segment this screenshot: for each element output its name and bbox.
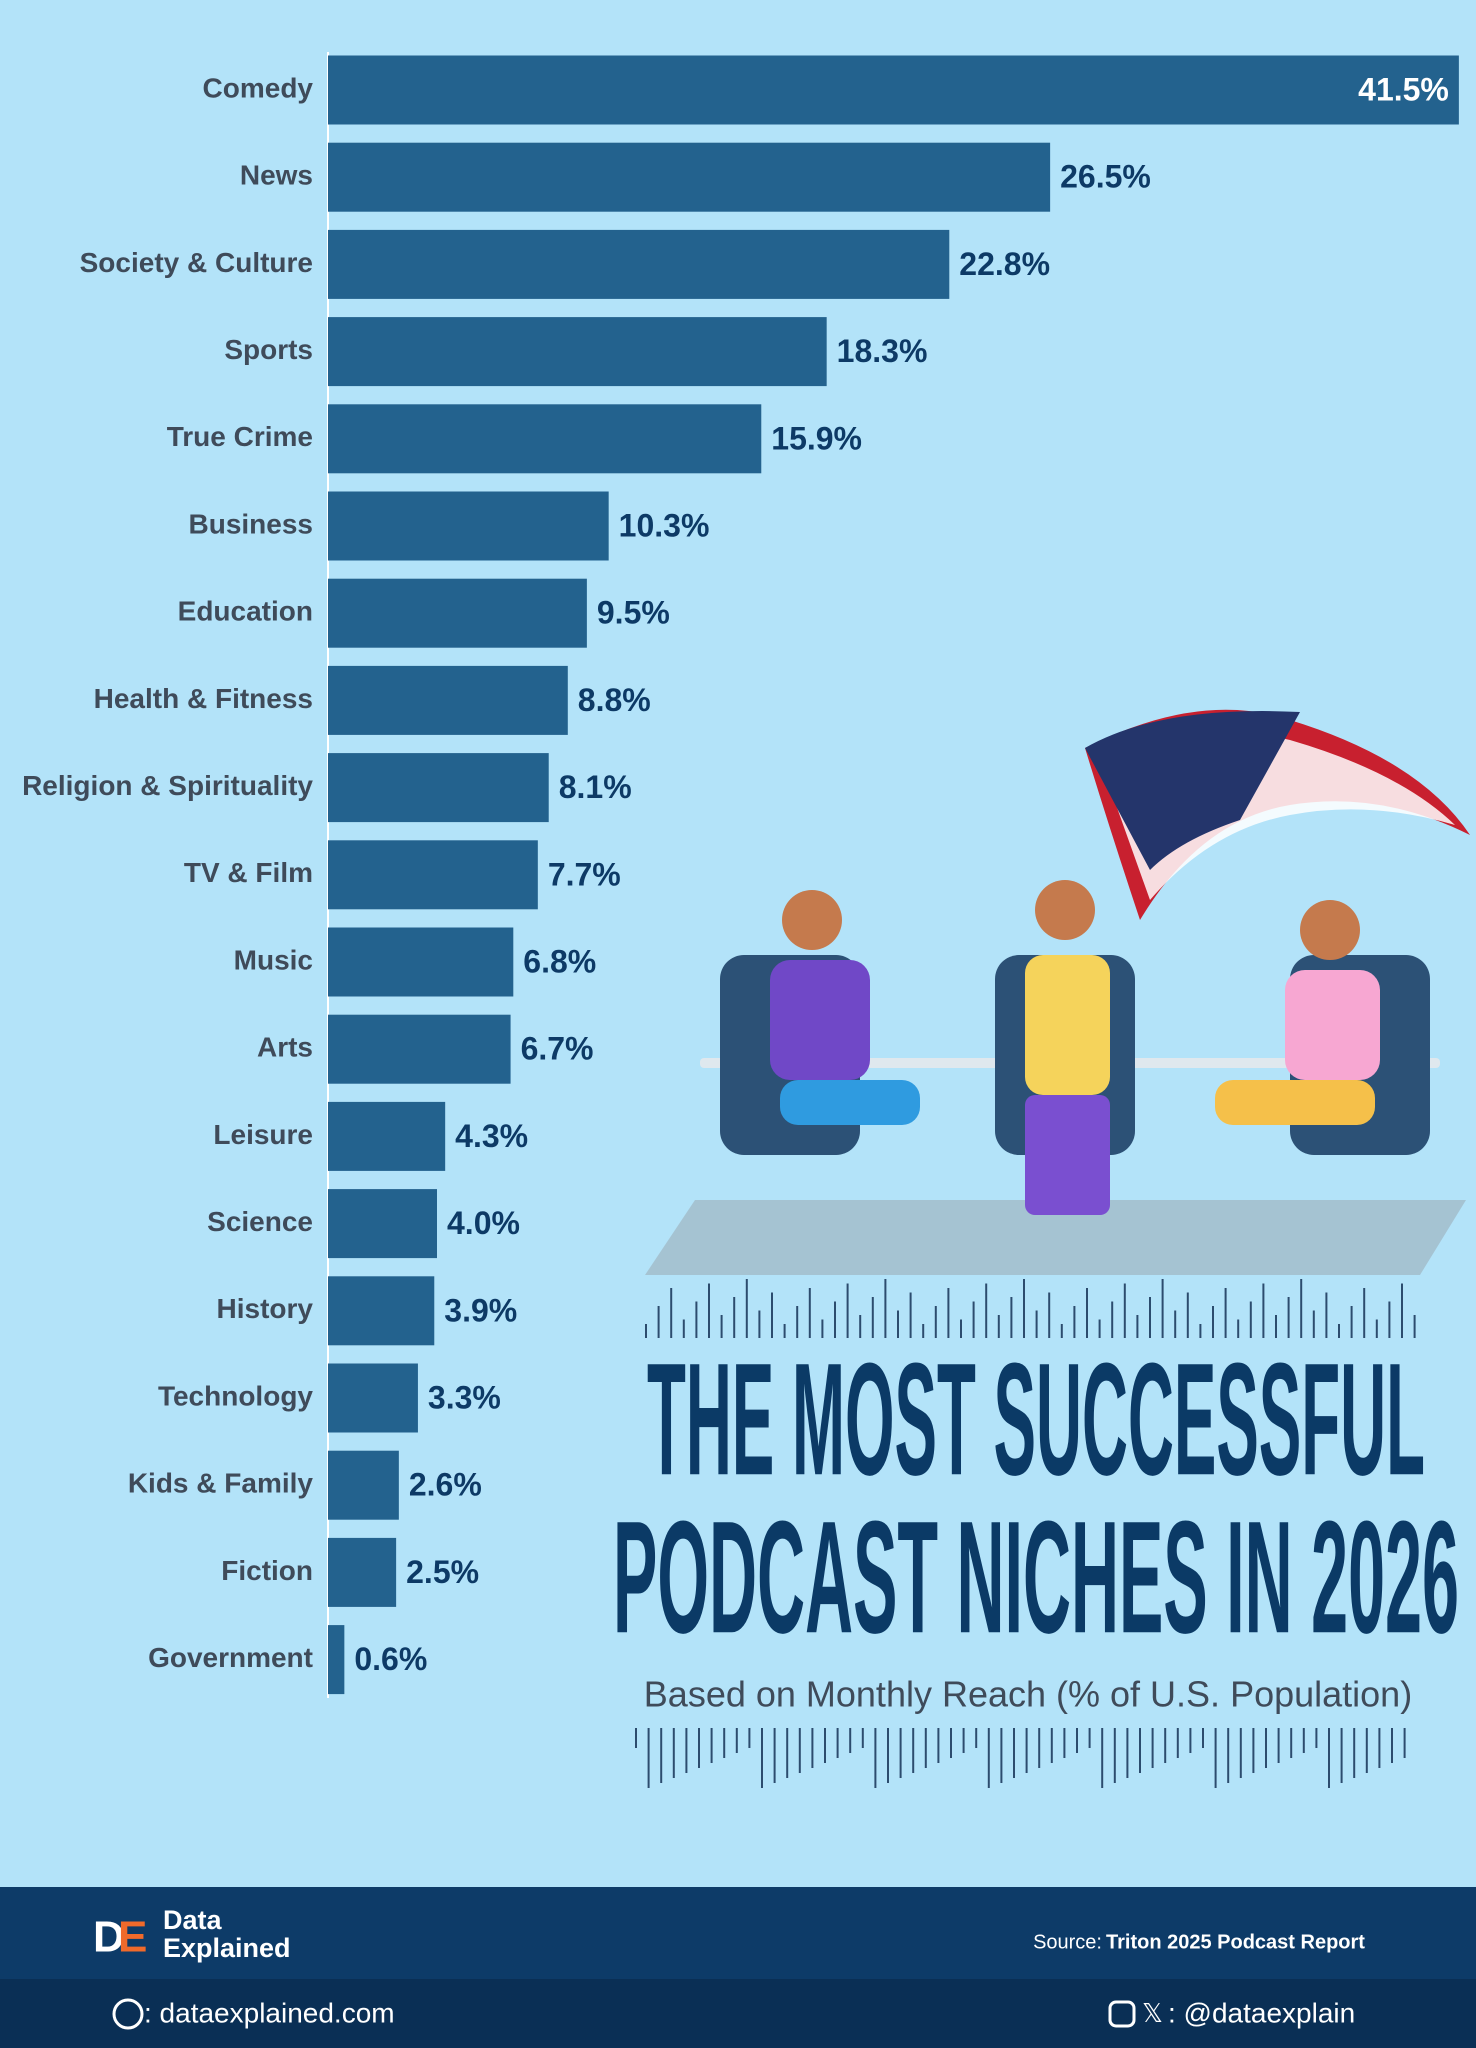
handle: : @dataexplain (1168, 1997, 1355, 2028)
value-label: 18.3% (837, 333, 928, 369)
waveform (635, 1728, 1406, 1788)
category-label: Education (178, 596, 313, 627)
bar (328, 229, 950, 299)
bar (328, 491, 609, 561)
footer-band (0, 1887, 1476, 1979)
category-label: Government (148, 1642, 313, 1673)
category-label: Society & Culture (80, 247, 313, 278)
value-label: 4.0% (447, 1205, 520, 1241)
bar (328, 1363, 418, 1433)
value-label: 8.8% (578, 682, 651, 718)
bar (328, 317, 827, 387)
bar (328, 1537, 397, 1607)
value-label: 3.3% (428, 1379, 501, 1415)
globe-icon (112, 1998, 144, 2030)
bar (328, 1276, 435, 1346)
illustration (635, 709, 1470, 1788)
value-label: 2.6% (409, 1467, 482, 1503)
category-label: Science (207, 1206, 313, 1237)
bar (328, 840, 538, 910)
value-label: 4.3% (455, 1118, 528, 1154)
people (770, 880, 1380, 1215)
value-label: 0.6% (354, 1641, 427, 1677)
value-label: 8.1% (559, 769, 632, 805)
value-label: 10.3% (619, 507, 710, 543)
value-label: 26.5% (1060, 159, 1151, 195)
bar (328, 404, 762, 474)
value-label: 15.9% (771, 420, 862, 456)
flag (1085, 709, 1470, 920)
source-label: Source: (1033, 1931, 1102, 1953)
brand: Data (163, 1905, 223, 1935)
footer-band (0, 1979, 1476, 2048)
bars: Comedy 41.5% News 26.5% Society & Culture 22.… (22, 55, 1459, 1695)
website: : dataexplained.com (144, 1997, 395, 2028)
brand: Explained (163, 1933, 291, 1963)
bar (328, 142, 1051, 212)
chart-subtitle: Based on Monthly Reach (% of U.S. Popula… (644, 1674, 1412, 1715)
source: Triton 2025 Podcast Report (1106, 1931, 1365, 1953)
value-label: 2.5% (406, 1554, 479, 1590)
category-label: Religion & Spirituality (22, 770, 313, 801)
category-label: Kids & Family (128, 1468, 314, 1499)
category-label: Health & Fitness (94, 683, 313, 714)
svg-text:D: D (93, 1913, 125, 1962)
svg-text:E: E (118, 1913, 147, 1962)
bar (328, 55, 1459, 125)
category-label: Comedy (203, 72, 314, 103)
category-label: Business (189, 508, 314, 539)
bar (328, 1101, 446, 1171)
chart-title: THE MOST SUCCESSFUL (647, 1329, 1425, 1508)
bar (328, 578, 587, 648)
bar (328, 1189, 437, 1259)
category-label: Music (234, 944, 313, 975)
category-label: History (217, 1293, 314, 1324)
category-label: Leisure (213, 1119, 313, 1150)
bar (328, 753, 549, 823)
value-label: 7.7% (548, 856, 621, 892)
instagram-icon (1108, 2000, 1136, 2028)
value-label: 6.7% (521, 1031, 594, 1067)
waveform (645, 1279, 1416, 1338)
category-label: News (240, 160, 313, 191)
bar (328, 927, 514, 997)
bar (328, 1014, 511, 1084)
category-label: True Crime (167, 421, 313, 452)
chart-title: PODCAST NICHES IN 2026 (613, 1487, 1459, 1666)
x-icon: 𝕏 (1142, 1998, 1163, 2028)
value-label: 9.5% (597, 595, 670, 631)
category-label: Technology (158, 1380, 313, 1411)
category-label: Fiction (221, 1555, 313, 1586)
bar (328, 1450, 399, 1520)
category-label: Sports (224, 334, 313, 365)
bar (328, 665, 568, 735)
value-label: 41.5% (1358, 71, 1449, 107)
category-label: TV & Film (184, 857, 313, 888)
value-label: 3.9% (444, 1292, 517, 1328)
value-label: 22.8% (959, 246, 1050, 282)
category-label: Arts (257, 1032, 313, 1063)
bar (328, 1625, 345, 1695)
value-label: 6.8% (523, 943, 596, 979)
platform (645, 1200, 1466, 1275)
logo: D E (93, 1913, 147, 1962)
